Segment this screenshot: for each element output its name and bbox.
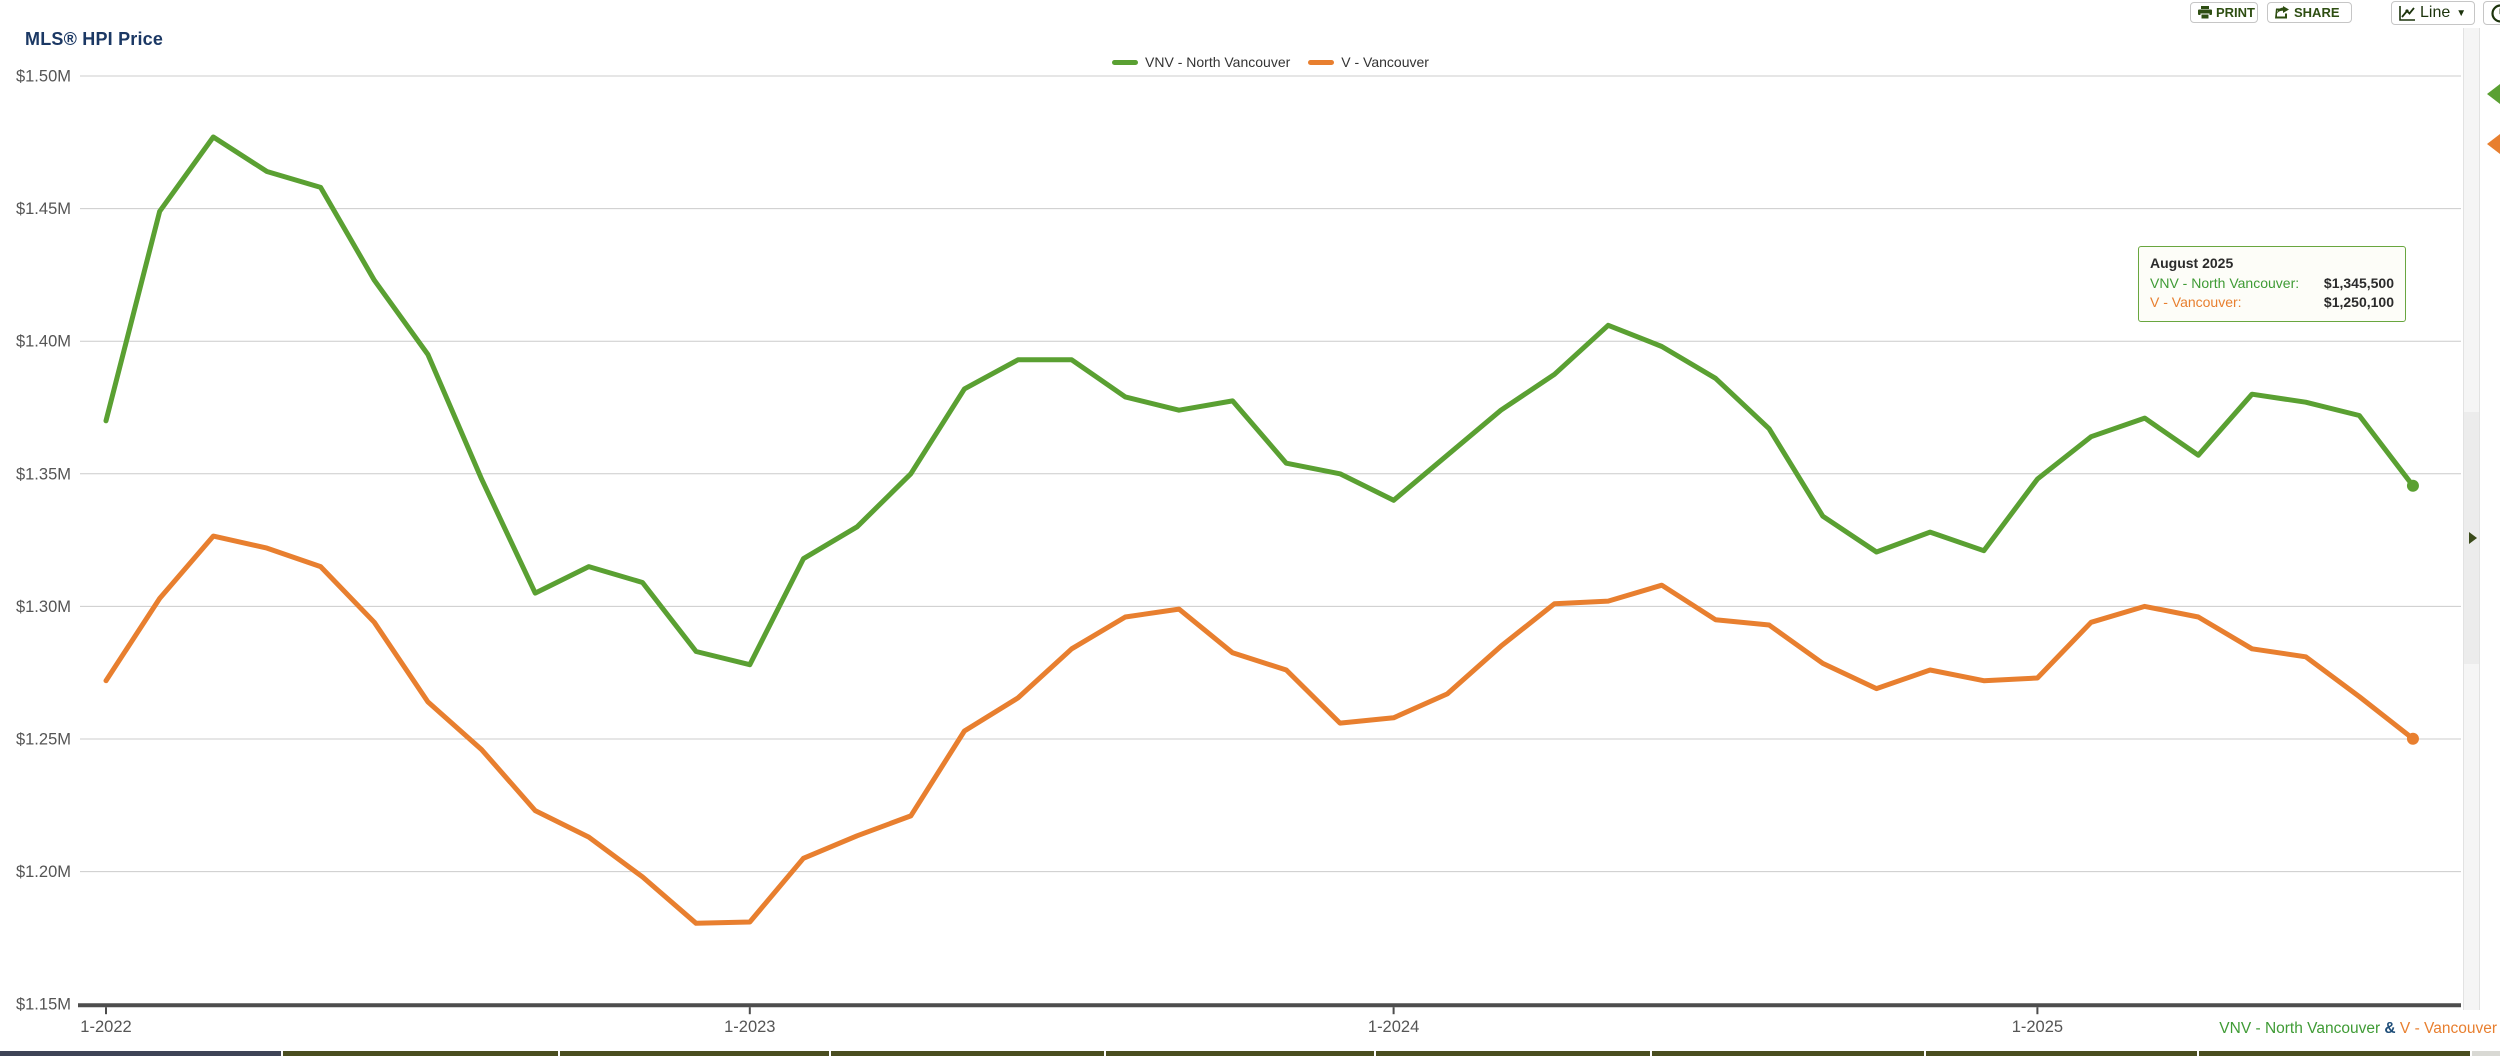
x-axis-label: 1-2024 [1368,1018,1419,1036]
y-axis-label: $1.35M [16,465,71,483]
y-axis-label: $1.20M [16,863,71,881]
y-axis-label: $1.40M [16,333,71,351]
y-axis-label: $1.50M [16,68,71,86]
tooltip-series-value-vnv: $1,345,500 [2323,275,2394,291]
print-button-label: PRINT [2216,5,2255,20]
share-button[interactable]: SHARE [2267,2,2352,23]
side-series-marker-vnv[interactable] [2487,84,2500,104]
y-axis-label: $1.45M [16,200,71,218]
side-series-marker-v[interactable] [2487,134,2500,154]
navigator-segment[interactable] [1652,1051,1924,1056]
navigator-segment[interactable] [1926,1051,2197,1056]
print-button[interactable]: PRINT [2190,2,2258,23]
chevron-down-icon: ▼ [2456,7,2467,19]
footer-series-vnv: VNV - North Vancouver [2219,1020,2381,1037]
legend-swatch-v [1308,59,1335,65]
series-end-marker-v[interactable] [2406,732,2419,745]
expand-panel-icon [2469,532,2477,544]
tooltip-row-v: V - Vancouver: $1,250,100 [2150,293,2394,312]
navigator-segment[interactable] [1376,1051,1650,1056]
footer-ampersand: & [2380,1020,2400,1037]
tooltip-series-label-vnv: VNV - North Vancouver: [2150,275,2300,291]
chart-type-dropdown[interactable]: Line ▼ [2391,1,2475,25]
chart-legend: VNV - North Vancouver V - Vancouver [80,52,2461,72]
timeline-navigator[interactable] [0,1051,2500,1056]
x-axis-label: 1-2023 [724,1018,775,1036]
share-icon [2275,6,2290,19]
tooltip-row-vnv: VNV - North Vancouver: $1,345,500 [2150,274,2394,293]
navigator-segment[interactable] [0,1051,281,1056]
legend-swatch-vnv [1112,59,1139,65]
navigator-segment[interactable] [831,1051,1104,1056]
tooltip-series-label-v: V - Vancouver: [2150,294,2242,310]
legend-label-v: V - Vancouver [1341,54,1429,70]
page-title: MLS® HPI Price [25,29,164,49]
tooltip-series-value-v: $1,250,100 [2323,294,2394,310]
printer-icon [2198,6,2212,19]
tooltip-title: August 2025 [2150,255,2234,271]
series-end-marker-vnv[interactable] [2406,479,2419,492]
y-axis-label: $1.25M [16,731,71,749]
footer-series-v: V - Vancouver [2399,1020,2497,1037]
navigator-segment[interactable] [2472,1051,2500,1056]
line-chart-icon [2399,5,2416,21]
y-axis-label: $1.30M [16,598,71,616]
navigator-segment[interactable] [283,1051,558,1056]
legend-item-vnv[interactable]: VNV - North Vancouver [1112,54,1290,70]
series-line-v [103,533,2416,926]
x-axis-label: 1-2025 [2012,1018,2063,1036]
chart-tooltip: August 2025 VNV - North Vancouver: $1,34… [2138,246,2406,322]
clock-icon [2491,3,2500,23]
y-axis-label: $1.15M [16,996,71,1014]
navigator-segment[interactable] [560,1051,829,1056]
chart-type-label: Line [2420,4,2451,21]
plot-area[interactable] [80,60,2461,1006]
legend-label-vnv: VNV - North Vancouver [1145,54,1290,70]
footer-series-names: VNV - North Vancouver & V - Vancouver [2219,1020,2497,1038]
side-panel-toggle-strip[interactable] [2463,28,2480,1010]
navigator-segment[interactable] [1106,1051,1374,1056]
navigator-segment[interactable] [2199,1051,2470,1056]
x-axis-label: 1-2022 [80,1018,131,1036]
history-button[interactable] [2483,1,2500,25]
share-button-label: SHARE [2294,5,2340,20]
series-line-vnv [103,134,2416,668]
legend-item-v[interactable]: V - Vancouver [1308,54,1429,70]
